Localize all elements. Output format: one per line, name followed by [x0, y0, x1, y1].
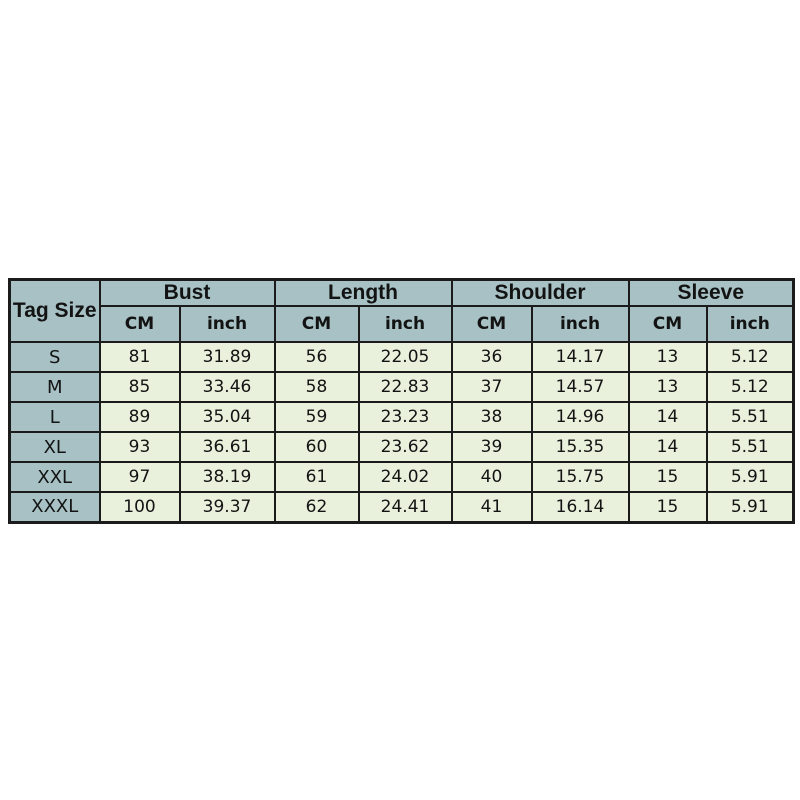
table-cell: 37: [450, 371, 533, 403]
table-cell: 5.91: [705, 461, 795, 493]
unit-header-length-inch: inch: [357, 305, 453, 343]
table-cell: 35.04: [178, 401, 276, 433]
table-cell: 40: [450, 461, 533, 493]
unit-header-sleeve-cm: CM: [627, 305, 708, 343]
table-cell: 24.41: [357, 491, 453, 523]
group-header-bust: Bust: [98, 278, 276, 307]
table-cell: 38: [450, 401, 533, 433]
group-header-row: Tag Size Bust Length Shoulder Sleeve: [8, 278, 795, 343]
table-row-s: S 81 31.89 56 22.05 36 14.17 13 5.12: [8, 341, 795, 373]
table-cell: 31.89: [178, 341, 276, 373]
group-header-length: Length: [273, 278, 453, 307]
table-cell: 100: [98, 491, 181, 523]
unit-header-bust-cm: CM: [98, 305, 181, 343]
table-cell: 58: [273, 371, 360, 403]
group-header-sleeve: Sleeve: [627, 278, 795, 307]
unit-header-length-cm: CM: [273, 305, 360, 343]
table-cell: 97: [98, 461, 181, 493]
table-row-xl: XL 93 36.61 60 23.62 39 15.35 14 5.51: [8, 431, 795, 463]
table-cell: 14.17: [530, 341, 630, 373]
table-cell: 5.91: [705, 491, 795, 523]
table-cell: 41: [450, 491, 533, 523]
row-size-label: M: [8, 371, 101, 403]
table-cell: 89: [98, 401, 181, 433]
table-cell: 81: [98, 341, 181, 373]
unit-header-sleeve-inch: inch: [705, 305, 795, 343]
table-cell: 5.12: [705, 341, 795, 373]
table-cell: 15.35: [530, 431, 630, 463]
table-cell: 60: [273, 431, 360, 463]
table-cell: 38.19: [178, 461, 276, 493]
group-header-shoulder: Shoulder: [450, 278, 630, 307]
row-size-label: XL: [8, 431, 101, 463]
table-cell: 33.46: [178, 371, 276, 403]
unit-header-row: CM inch CM inch CM inch CM inch: [10, 305, 795, 343]
table-cell: 16.14: [530, 491, 630, 523]
table-cell: 14: [627, 401, 708, 433]
table-cell: 5.51: [705, 431, 795, 463]
table-cell: 14.96: [530, 401, 630, 433]
table-cell: 61: [273, 461, 360, 493]
row-size-label: XXXL: [8, 491, 101, 523]
table-cell: 85: [98, 371, 181, 403]
table-row-l: L 89 35.04 59 23.23 38 14.96 14 5.51: [8, 401, 795, 433]
table-cell: 23.23: [357, 401, 453, 433]
table-row-xxxl: XXXL 100 39.37 62 24.41 41 16.14 15 5.91: [8, 491, 795, 523]
table-cell: 93: [98, 431, 181, 463]
row-size-label: XXL: [8, 461, 101, 493]
table-cell: 56: [273, 341, 360, 373]
table-cell: 5.51: [705, 401, 795, 433]
table-cell: 59: [273, 401, 360, 433]
table-cell: 36.61: [178, 431, 276, 463]
table-cell: 62: [273, 491, 360, 523]
table-cell: 15: [627, 491, 708, 523]
table-cell: 15: [627, 461, 708, 493]
unit-header-shoulder-cm: CM: [450, 305, 533, 343]
table-cell: 23.62: [357, 431, 453, 463]
table-cell: 14: [627, 431, 708, 463]
corner-header-tag-size: Tag Size: [8, 278, 101, 343]
table-cell: 13: [627, 371, 708, 403]
table-cell: 39: [450, 431, 533, 463]
row-size-label: L: [8, 401, 101, 433]
table-cell: 15.75: [530, 461, 630, 493]
unit-header-bust-inch: inch: [178, 305, 276, 343]
table-cell: 39.37: [178, 491, 276, 523]
table-row-m: M 85 33.46 58 22.83 37 14.57 13 5.12: [8, 371, 795, 403]
table-cell: 5.12: [705, 371, 795, 403]
table-cell: 36: [450, 341, 533, 373]
table-cell: 22.05: [357, 341, 453, 373]
table-cell: 22.83: [357, 371, 453, 403]
table-row-xxl: XXL 97 38.19 61 24.02 40 15.75 15 5.91: [8, 461, 795, 493]
size-chart-table: Tag Size Bust Length Shoulder Sleeve CM …: [8, 278, 795, 524]
table-cell: 14.57: [530, 371, 630, 403]
table-cell: 24.02: [357, 461, 453, 493]
table-cell: 13: [627, 341, 708, 373]
row-size-label: S: [8, 341, 101, 373]
unit-header-shoulder-inch: inch: [530, 305, 630, 343]
